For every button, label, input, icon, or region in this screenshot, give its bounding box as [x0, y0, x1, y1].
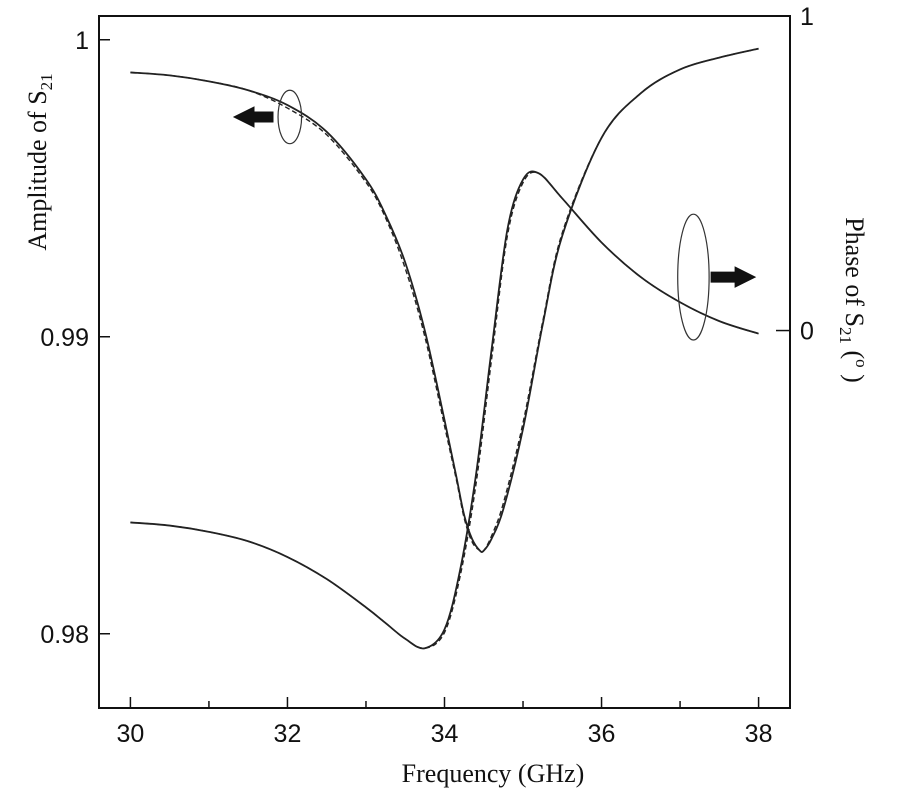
phase-curve-dashed	[130, 171, 759, 650]
right-axis-title-open: (	[840, 344, 869, 359]
right-y-tick-label: 1	[800, 3, 814, 31]
right-axis-title-sup: o	[852, 359, 871, 368]
x-tick-label: 32	[274, 720, 302, 748]
amplitude-curve-dashed	[130, 47, 759, 553]
x-tick-label: 30	[117, 720, 145, 748]
annotations	[232, 89, 757, 341]
plot-frame	[98, 15, 791, 709]
curves	[130, 47, 759, 650]
left-y-tick-label: 0.99	[40, 324, 89, 352]
right-axis-marker-ellipse	[677, 213, 710, 341]
left-axis-marker-ellipse	[277, 89, 303, 145]
right-axis-title-close: )	[840, 368, 869, 383]
right-arrow-icon	[710, 266, 757, 288]
right-axis-title: Phase of S21 (o )	[836, 217, 871, 383]
right-y-tick-label: 0	[800, 318, 814, 346]
left-arrow-icon	[232, 106, 274, 128]
left-axis-title-text: Amplitude of S	[23, 90, 52, 250]
x-tick-label: 38	[745, 720, 773, 748]
left-y-tick-label: 0.98	[40, 621, 89, 649]
phase-curve-solid	[130, 170, 759, 650]
right-axis-title-sub: 21	[836, 327, 855, 344]
left-axis-title-sub: 21	[37, 73, 56, 90]
left-axis-title: Amplitude of S21	[23, 73, 56, 250]
plot-border	[98, 15, 791, 709]
x-tick-label: 34	[431, 720, 459, 748]
amplitude-curve-solid	[130, 47, 759, 553]
axis-ticks: 30 32 34 36 38 0.98 0.99 1 0 1	[40, 3, 814, 748]
left-y-tick-label: 1	[75, 27, 89, 55]
right-axis-title-text: Phase of S	[840, 217, 869, 327]
x-tick-label: 36	[588, 720, 616, 748]
x-axis-title: Frequency (GHz)	[402, 759, 585, 788]
